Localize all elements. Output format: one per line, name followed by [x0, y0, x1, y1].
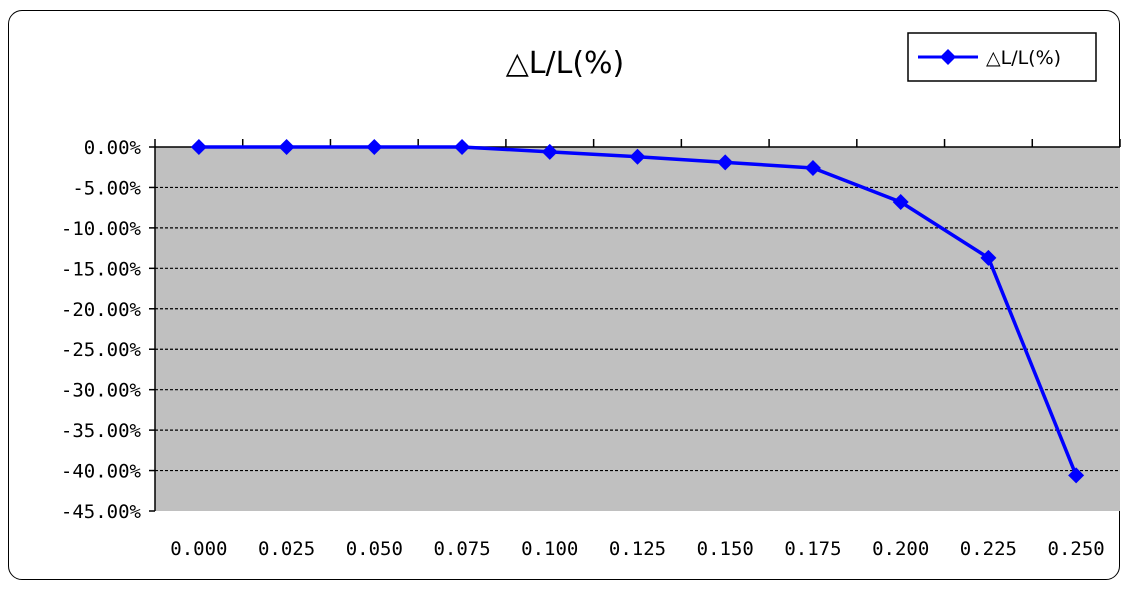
y-tick-label: -40.00% [61, 461, 142, 483]
data-point-marker [1068, 467, 1085, 484]
data-point-marker [717, 154, 734, 171]
x-tick-label: 0.100 [521, 538, 578, 560]
y-tick-label: -45.00% [61, 501, 142, 523]
gridlines [155, 186, 1120, 472]
y-tick-label: -10.00% [61, 218, 142, 240]
y-axis-ticks: 0.00% -5.00% -10.00% -15.00% -20.00% -25.00% -… [61, 137, 155, 523]
data-point-marker [980, 249, 997, 266]
y-tick-label: -15.00% [61, 258, 142, 280]
x-tick-label: 0.250 [1048, 538, 1105, 560]
x-tick-label: 0.225 [960, 538, 1017, 560]
y-tick-label: 0.00% [84, 137, 142, 159]
x-tick-label: 0.025 [258, 538, 315, 560]
y-tick-label: -30.00% [61, 380, 142, 402]
y-tick-label: -35.00% [61, 420, 142, 442]
x-tick-label: 0.175 [784, 538, 841, 560]
data-point-marker [804, 160, 821, 177]
x-tick-label: 0.200 [872, 538, 929, 560]
y-tick-label: -5.00% [72, 177, 141, 199]
x-tick-label: 0.000 [170, 538, 227, 560]
chart-title: △L/L(%) [506, 46, 625, 81]
legend: △L/L(%) [907, 32, 1097, 82]
legend-label: △L/L(%) [986, 47, 1061, 69]
data-point-marker [892, 194, 909, 211]
x-axis-ticks: 0.000 0.025 0.050 0.075 0.100 0.125 0.150 0.175… [154, 139, 1121, 560]
series-layer [190, 139, 1085, 484]
x-tick-label: 0.075 [433, 538, 490, 560]
x-tick-label: 0.050 [346, 538, 403, 560]
data-point-marker [278, 139, 295, 155]
data-point-marker [454, 139, 471, 155]
data-point-marker [541, 143, 558, 160]
plot-area [155, 147, 1120, 511]
x-tick-label: 0.125 [609, 538, 666, 560]
y-tick-label: -20.00% [61, 299, 142, 321]
data-point-marker [366, 139, 383, 155]
legend-marker [940, 49, 956, 65]
data-point-marker [190, 139, 207, 155]
y-tick-label: -25.00% [61, 339, 142, 361]
data-point-marker [629, 148, 646, 165]
x-tick-label: 0.150 [697, 538, 754, 560]
